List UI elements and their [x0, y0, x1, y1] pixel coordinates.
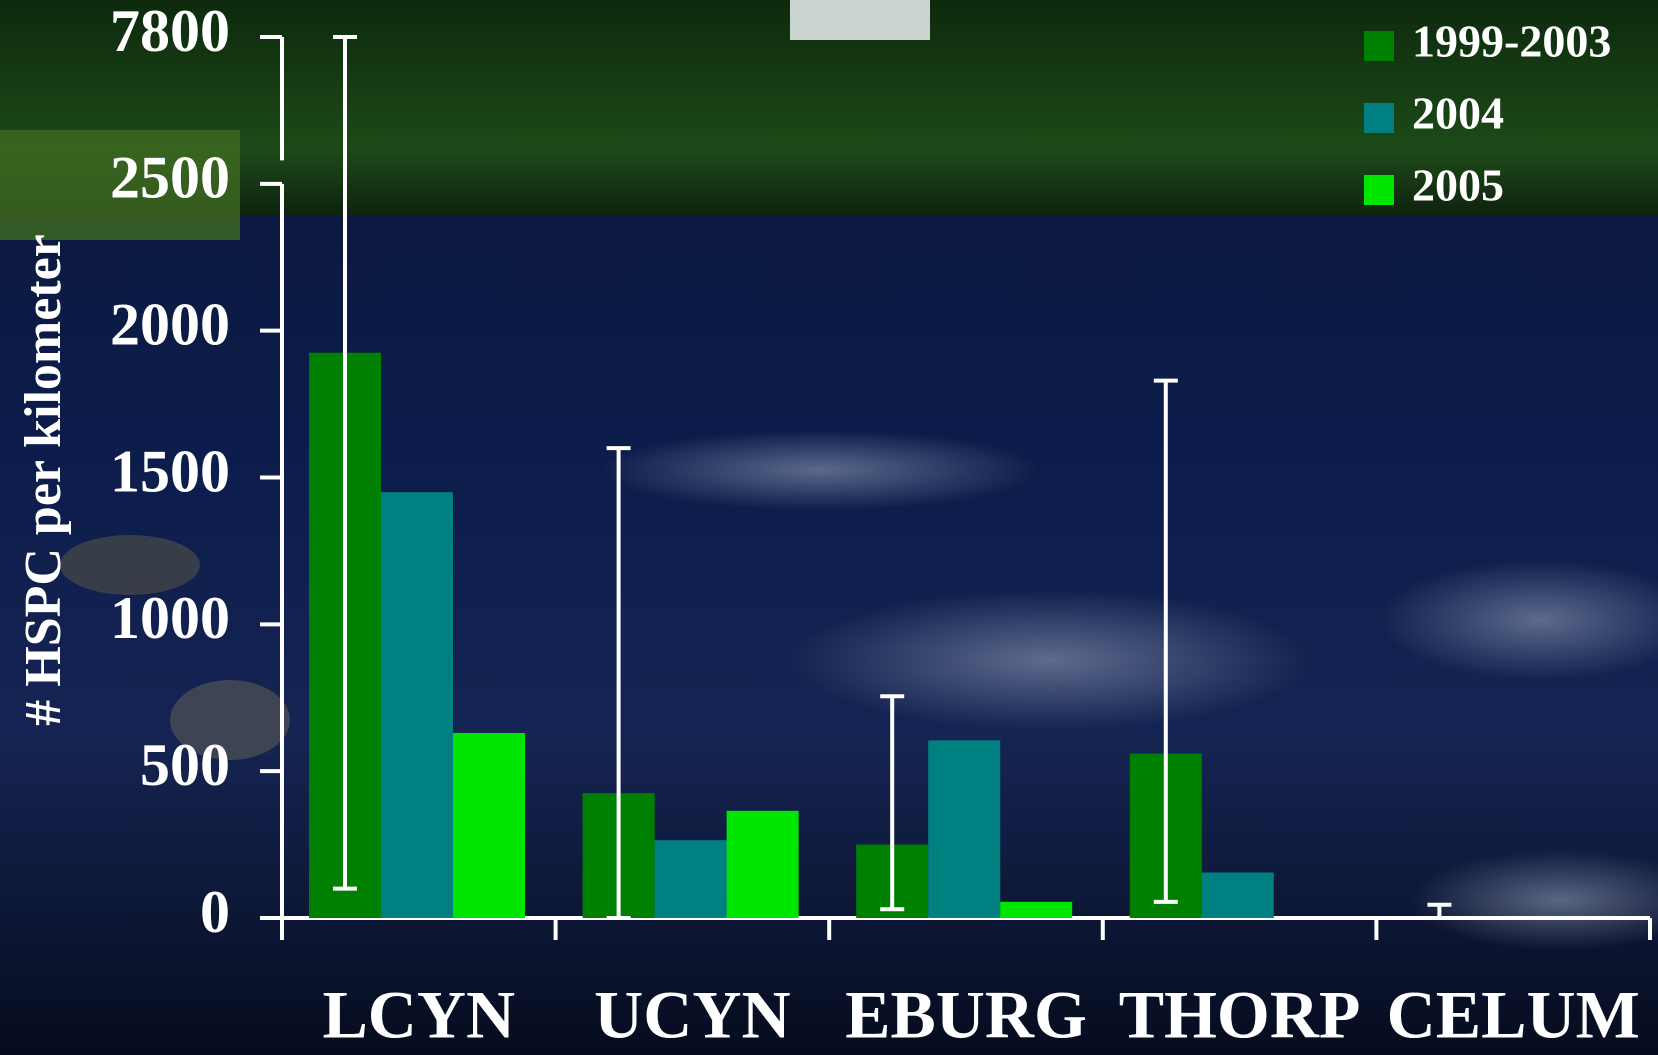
background-photo	[0, 0, 1658, 1055]
y-tick-label: 0	[200, 879, 230, 945]
x-tick-label: CELUM	[1387, 977, 1640, 1053]
bar	[655, 840, 727, 918]
bar	[1000, 902, 1072, 918]
chart: # HSPC per kilometer 0 500 1000 1500 2000 250…	[0, 0, 1658, 1055]
y-tick-label: 2500	[110, 145, 230, 211]
legend-label: 1999-2003	[1412, 16, 1611, 67]
y-tick-label: 2000	[110, 291, 230, 357]
bar	[928, 740, 1000, 918]
y-tick-label: 500	[140, 732, 230, 798]
bar	[1202, 872, 1274, 918]
y-tick-label: 1500	[110, 438, 230, 504]
y-axis-label: # HSPC per kilometer	[15, 234, 72, 726]
x-tick-label: UCYN	[594, 977, 790, 1053]
bar	[727, 811, 799, 918]
legend-label: 2005	[1412, 160, 1504, 211]
y-tick-label: 1000	[110, 585, 230, 651]
x-tick-label: LCYN	[322, 977, 515, 1053]
y-tick-label: 7800	[110, 0, 230, 64]
legend-swatch	[1364, 31, 1394, 61]
legend-label: 2004	[1412, 88, 1504, 139]
page: # HSPC per kilometer 0 500 1000 1500 2000 250…	[0, 0, 1658, 1055]
legend-swatch	[1364, 103, 1394, 133]
legend-swatch	[1364, 175, 1394, 205]
bar	[453, 733, 525, 918]
x-tick-label: THORP	[1119, 977, 1361, 1053]
x-tick-label: EBURG	[845, 977, 1087, 1053]
bar	[381, 492, 453, 918]
